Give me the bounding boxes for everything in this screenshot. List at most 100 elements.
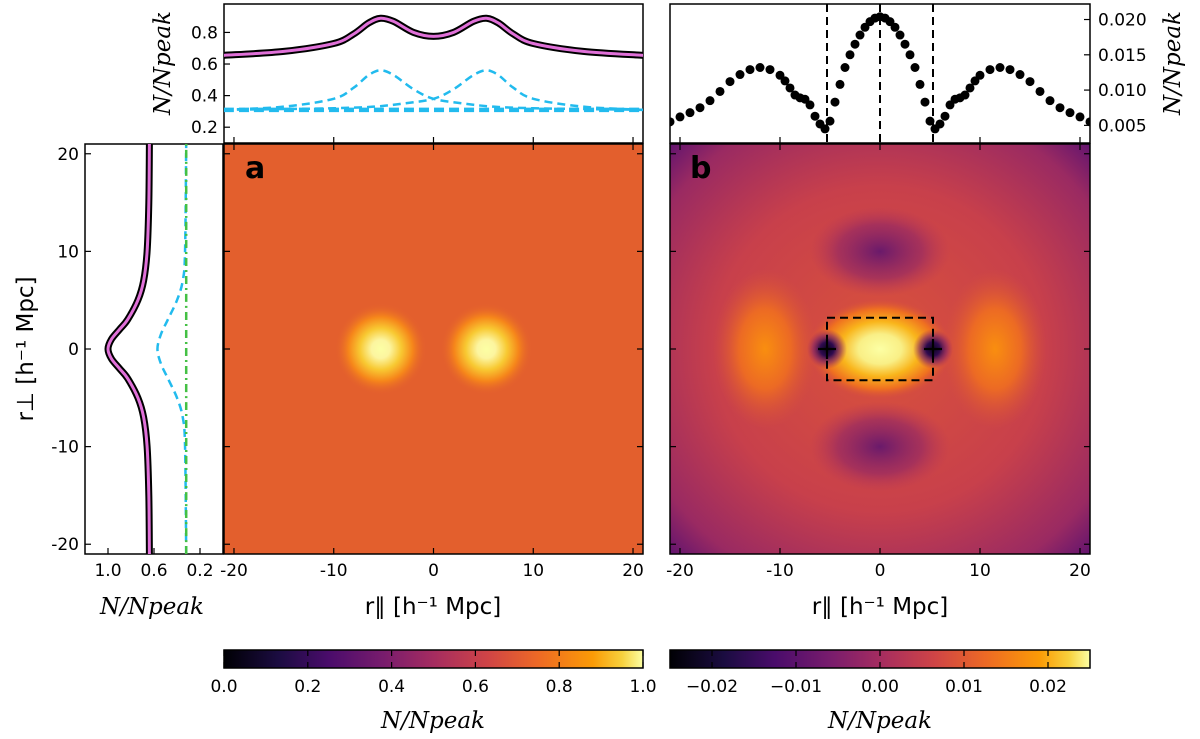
- colorbar-b-tick-label: −0.01: [770, 677, 822, 697]
- top-right-y-label: N/Npeak: [1160, 11, 1186, 116]
- panel-b-central-peak: [808, 299, 952, 399]
- panel-a-tag: a: [245, 151, 265, 186]
- top-right-point: [900, 39, 910, 49]
- top-right-point: [835, 79, 845, 89]
- top-right-point: [705, 96, 715, 106]
- panel-a-x-tick-label: 0: [428, 561, 439, 581]
- top-right-point: [785, 83, 795, 93]
- panel-a-x-tick-label: 10: [522, 561, 544, 581]
- top-left-frame: [223, 3, 644, 144]
- panel-b-x-tick-label: 0: [875, 561, 886, 581]
- top-right-point: [780, 76, 790, 86]
- top-right-point: [810, 111, 820, 121]
- top-right-point: [1085, 117, 1090, 127]
- top-right-point: [725, 77, 735, 87]
- panel-b-trough-bottom: [810, 401, 950, 492]
- left-profile-y-tick-label: 10: [57, 242, 79, 262]
- left-profile-y-tick-label: -20: [51, 535, 79, 555]
- left-profile-y-tick-label: -10: [51, 438, 79, 458]
- top-right-point: [965, 83, 975, 93]
- top-right-point: [820, 124, 830, 134]
- colorbar-a: [223, 649, 644, 669]
- top-left-y-tick-label: 0.4: [191, 87, 218, 107]
- left-profile-x-tick-label: 1.0: [94, 561, 121, 581]
- top-right-point: [805, 100, 815, 110]
- top-right-point: [920, 97, 930, 107]
- top-right-profile: [670, 4, 1090, 143]
- left-profile: [104, 144, 188, 554]
- colorbar-a-tick-label: 0.2: [294, 677, 321, 697]
- left-profile-x-label: N/Npeak: [99, 594, 204, 620]
- colorbar-b-ticks: −0.02 −0.01 0.00 0.01 0.02: [686, 650, 1067, 697]
- colorbar-a-tick-label: 1.0: [629, 677, 656, 697]
- top-right-point: [895, 30, 905, 40]
- panel-b-lobe-right: [943, 269, 1047, 429]
- top-left-ticks: 0.2 0.4 0.6 0.8: [191, 23, 634, 143]
- top-right-point: [745, 65, 755, 75]
- top-right-point: [1065, 108, 1075, 118]
- panel-a-x-tick-label: -20: [220, 561, 248, 581]
- top-right-point: [890, 22, 900, 32]
- left-profile-series-line: [106, 144, 151, 554]
- top-left-y-tick-label: 0.6: [191, 55, 218, 75]
- top-right-point: [850, 39, 860, 49]
- top-right-y-tick-label: 0.010: [1098, 81, 1147, 101]
- top-right-point: [925, 116, 935, 126]
- top-left-y-label: N/Npeak: [150, 11, 176, 116]
- top-right-y-tick-label: 0.015: [1098, 46, 1147, 66]
- top-right-y-tick-label: 0.005: [1098, 116, 1147, 136]
- top-right-point: [1075, 112, 1085, 122]
- top-right-point: [1015, 70, 1025, 80]
- panel-b-trough-top: [810, 206, 950, 297]
- panel-b-x-tick-label: 20: [1069, 561, 1091, 581]
- colorbar-a-tick-label: 0.4: [378, 677, 405, 697]
- top-left-y-tick-label: 0.8: [191, 23, 218, 43]
- colorbar-b-label: N/Npeak: [827, 708, 932, 734]
- panel-b-x-axis-label: r∥ [h⁻¹ Mpc]: [812, 594, 949, 620]
- top-right-y-tick-label: 0.020: [1098, 11, 1147, 31]
- top-right-point: [675, 112, 685, 122]
- top-right-point: [755, 63, 765, 73]
- top-right-point: [1045, 96, 1055, 106]
- panel-a-peak-right: [440, 303, 533, 395]
- top-right-point: [840, 63, 850, 73]
- left-profile-y-tick-label: 20: [57, 145, 79, 165]
- top-right-point: [1005, 65, 1015, 75]
- panel-b-x-tick-label: -10: [766, 561, 794, 581]
- colorbar-a-tick-label: 0.6: [462, 677, 489, 697]
- top-right-point: [935, 119, 945, 129]
- panel-b-ticks: -20 -10 0 10 20: [666, 144, 1091, 581]
- top-right-point: [985, 65, 995, 75]
- top-right-point: [940, 111, 950, 121]
- top-left-profile: [224, 14, 643, 113]
- colorbar-b-tick-label: 0.02: [1029, 677, 1067, 697]
- panel-b-x-tick-label: -20: [666, 561, 694, 581]
- top-right-point: [845, 50, 855, 60]
- top-right-point: [995, 63, 1005, 73]
- top-left-series-line: [224, 16, 643, 57]
- colorbar-b-tick-label: 0.01: [945, 677, 983, 697]
- panel-b-heatmap: [670, 144, 1090, 554]
- colorbar-a-tick-label: 0.8: [546, 677, 573, 697]
- panel-b-markers: [818, 339, 942, 359]
- top-right-point: [670, 117, 675, 127]
- left-profile-ticks: 1.0 0.6 0.2 20 10 0 -10 -20: [51, 145, 213, 581]
- top-right-point: [830, 97, 840, 107]
- top-right-point: [685, 108, 695, 118]
- panel-b-x-tick-label: 10: [969, 561, 991, 581]
- panel-a-x-tick-label: 20: [622, 561, 644, 581]
- colorbar-a-tick-label: 0.0: [210, 677, 237, 697]
- top-right-point: [1055, 103, 1065, 113]
- left-profile-x-tick-label: 0.2: [186, 561, 213, 581]
- panel-a-heatmap: [224, 144, 643, 554]
- colorbar-a-label: N/Npeak: [380, 708, 485, 734]
- top-right-point: [910, 63, 920, 73]
- top-right-point: [695, 103, 705, 113]
- top-right-point: [855, 30, 865, 40]
- top-left-y-tick-label: 0.2: [191, 118, 218, 138]
- panel-b-tag: b: [690, 151, 711, 186]
- panel-a-peak-left: [334, 303, 427, 395]
- top-right-point: [765, 65, 775, 75]
- colorbar-b-tick-label: −0.02: [686, 677, 738, 697]
